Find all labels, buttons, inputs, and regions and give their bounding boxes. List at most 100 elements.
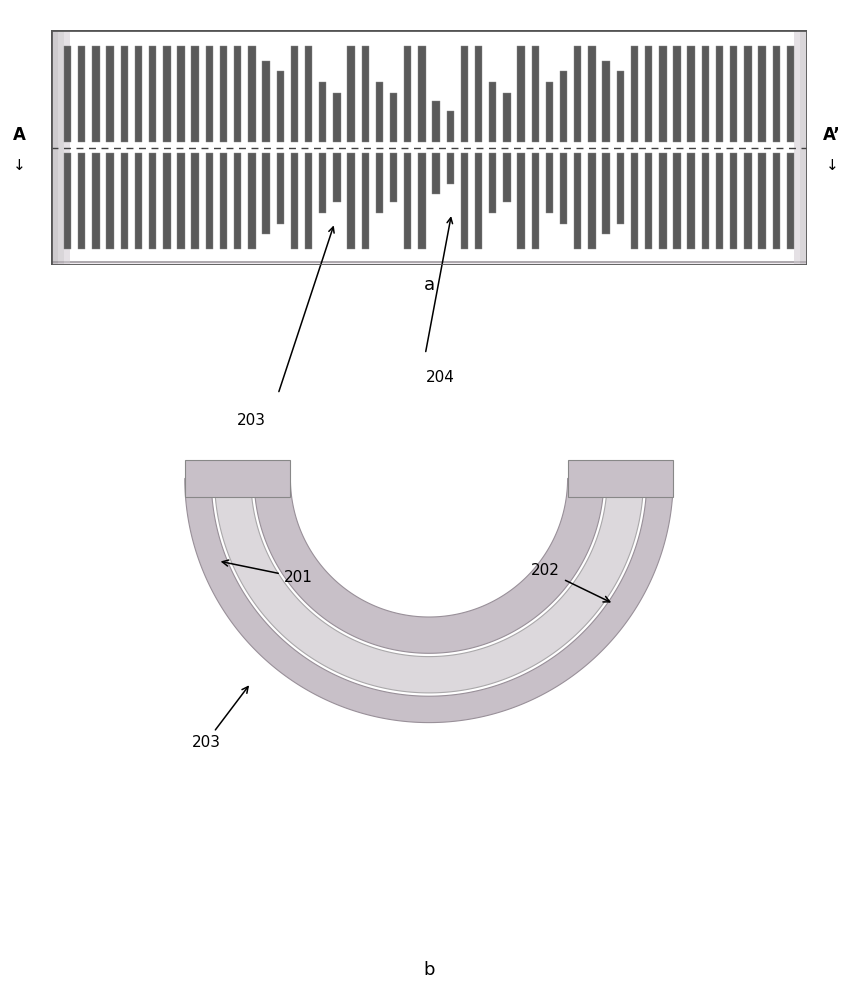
Bar [51, 262, 807, 263]
Bar [51, 261, 807, 263]
Bar [51, 262, 807, 264]
Bar [220, 153, 227, 249]
Bar [716, 46, 723, 142]
Bar [730, 153, 737, 249]
Bar [93, 153, 100, 249]
Bar [51, 261, 807, 263]
Bar [51, 262, 807, 264]
Bar [234, 46, 241, 142]
Bar [489, 82, 497, 142]
Bar [674, 46, 680, 142]
Bar [574, 153, 582, 249]
Bar [276, 153, 284, 224]
Bar [560, 71, 567, 142]
Bar [333, 93, 341, 142]
Bar [184, 460, 290, 497]
Bar [51, 262, 807, 263]
Bar [51, 261, 807, 263]
Bar [446, 111, 454, 142]
Bar [220, 46, 227, 142]
Bar [51, 263, 807, 265]
Bar [263, 153, 269, 234]
Bar [560, 153, 567, 224]
Bar [51, 263, 807, 265]
Bar [191, 46, 199, 142]
Bar [51, 261, 807, 263]
Bar [51, 262, 807, 264]
Bar [51, 262, 807, 264]
Text: A: A [12, 126, 26, 144]
Bar [51, 262, 807, 264]
Bar [602, 61, 610, 142]
Bar [51, 263, 807, 265]
Bar [51, 262, 807, 264]
Bar [589, 153, 595, 249]
Bar [319, 153, 326, 213]
Bar [163, 153, 171, 249]
Bar [51, 262, 807, 264]
Bar [51, 261, 807, 263]
Bar [51, 262, 807, 264]
Bar [461, 153, 468, 249]
Bar [51, 261, 807, 263]
Bar [163, 46, 171, 142]
Bar [51, 263, 807, 265]
Bar [291, 46, 298, 142]
Bar [51, 262, 807, 264]
Bar [404, 46, 412, 142]
Bar [64, 153, 71, 249]
Bar [631, 46, 638, 142]
Bar [51, 262, 807, 264]
Bar [687, 46, 695, 142]
Bar [51, 263, 807, 265]
Bar [51, 262, 807, 264]
Bar [51, 262, 807, 264]
Bar [51, 262, 807, 264]
Bar [51, 263, 807, 265]
Bar [702, 153, 709, 249]
Bar [51, 262, 807, 264]
Bar [517, 153, 525, 249]
Bar [78, 153, 86, 249]
Bar [51, 261, 807, 263]
Bar [51, 262, 807, 264]
Bar [617, 71, 624, 142]
Bar [589, 46, 595, 142]
Bar [51, 261, 807, 263]
Polygon shape [254, 478, 604, 653]
Bar [51, 262, 807, 264]
Bar [51, 262, 807, 264]
Bar [51, 261, 807, 263]
Bar [51, 262, 807, 264]
Bar [51, 263, 807, 265]
Bar [333, 153, 341, 202]
Text: 204: 204 [426, 370, 455, 385]
Bar [51, 263, 807, 265]
Text: 203: 203 [237, 413, 266, 428]
Bar [51, 263, 807, 264]
Bar [51, 262, 807, 264]
Bar [51, 263, 807, 265]
Bar [64, 46, 71, 142]
Bar [51, 262, 807, 264]
Bar [51, 262, 807, 264]
Bar [787, 46, 794, 142]
Bar [418, 153, 426, 249]
Bar [617, 153, 624, 224]
Bar [319, 82, 326, 142]
Bar [772, 153, 780, 249]
Bar [51, 263, 807, 265]
Bar [51, 261, 807, 263]
Bar [51, 263, 807, 265]
Bar [794, 30, 801, 265]
Bar [135, 46, 142, 142]
Bar [51, 262, 807, 264]
Bar [787, 153, 794, 249]
Text: A’: A’ [824, 126, 841, 144]
Bar [489, 153, 497, 213]
Bar [51, 261, 807, 263]
Text: 202: 202 [531, 563, 610, 602]
Bar [51, 263, 807, 265]
Bar [263, 61, 269, 142]
Bar [51, 261, 807, 263]
